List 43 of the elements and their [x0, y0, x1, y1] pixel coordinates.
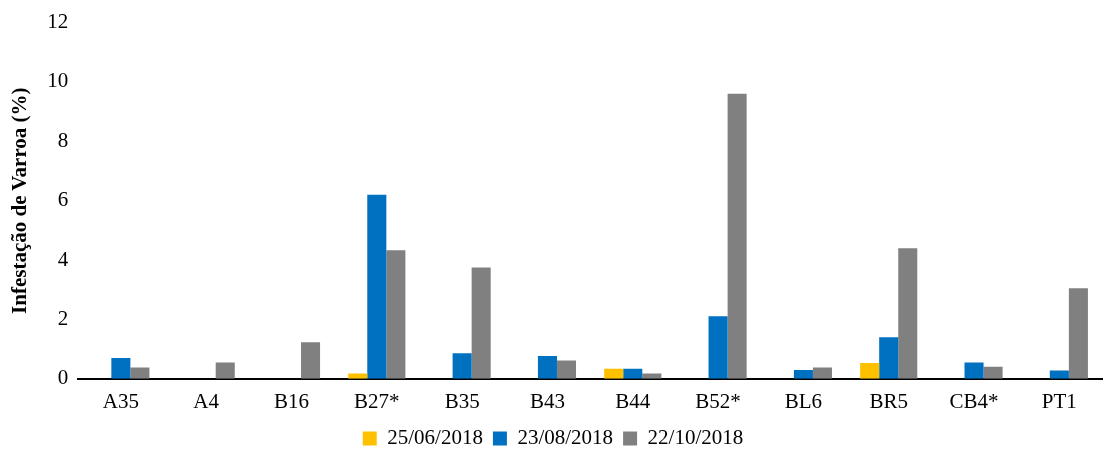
x-tick-label: B35 — [444, 388, 480, 413]
bar — [708, 316, 728, 379]
x-tick-label: B52* — [695, 388, 741, 413]
x-tick-label: BL6 — [784, 388, 823, 413]
x-tick-label: PT1 — [1041, 388, 1077, 413]
bar — [860, 363, 880, 379]
bar — [983, 366, 1003, 379]
bar — [367, 194, 387, 379]
bar — [537, 355, 557, 379]
x-tick-label: B44 — [615, 388, 651, 413]
x-tick-label: BR5 — [869, 388, 908, 413]
y-tick-label: 4 — [57, 246, 69, 271]
bar — [898, 248, 918, 379]
legend-label: 22/10/2018 — [647, 425, 744, 450]
x-tick-label: B27* — [354, 388, 400, 413]
y-tick-label: 6 — [57, 187, 69, 212]
bar — [215, 362, 235, 379]
x-tick-label: A35 — [102, 388, 139, 413]
bar — [642, 373, 662, 379]
x-tick-label: B43 — [529, 388, 565, 413]
y-axis-title: Infestação de Varroa (%) — [7, 87, 32, 314]
y-tick-label: 10 — [47, 68, 69, 93]
bar — [348, 373, 368, 379]
bar — [556, 360, 577, 379]
y-tick-label: 8 — [57, 127, 69, 152]
bar — [471, 267, 491, 379]
legend-label: 25/06/2018 — [387, 425, 483, 450]
x-tick-label: CB4* — [949, 388, 999, 413]
bar — [111, 358, 131, 379]
legend-label: 23/08/2018 — [517, 425, 614, 450]
bar — [1068, 288, 1088, 379]
y-tick-label: 0 — [57, 365, 69, 390]
y-tick-label: 2 — [57, 305, 69, 330]
bar — [964, 362, 984, 379]
bar — [386, 250, 406, 379]
x-tick-label: A4 — [193, 388, 220, 413]
x-tick-label: B16 — [273, 388, 309, 413]
y-tick-label: 12 — [47, 9, 69, 34]
bar — [879, 337, 899, 379]
bar — [301, 342, 321, 379]
bar — [452, 353, 472, 379]
bar — [1049, 370, 1069, 379]
bar — [727, 93, 747, 379]
